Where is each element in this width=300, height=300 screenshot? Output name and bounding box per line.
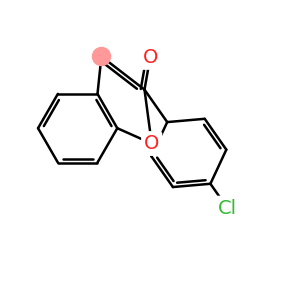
Text: O: O [144, 134, 159, 153]
Text: Cl: Cl [218, 199, 237, 218]
Text: O: O [142, 48, 158, 67]
